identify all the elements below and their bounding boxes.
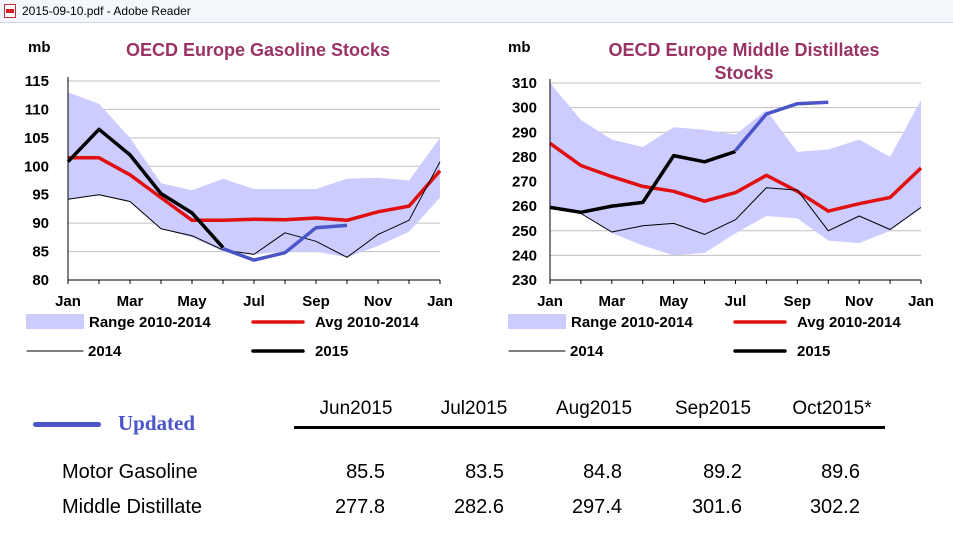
column-header: Aug2015	[555, 398, 633, 419]
x-tick-label: Nov	[845, 293, 874, 310]
y-tick-label: 95	[32, 187, 49, 204]
y-tick-label: 270	[512, 174, 537, 191]
y-tick-label: 250	[512, 223, 537, 240]
y-tick-label: 300	[512, 100, 537, 117]
x-tick-label: May	[177, 293, 207, 310]
chart-title: OECD Europe Gasoline Stocks	[126, 40, 390, 60]
table-cell: 277.8	[334, 496, 385, 518]
table-cell: 89.2	[703, 461, 742, 483]
y-tick-label: 230	[512, 272, 537, 289]
y-tick-label: 280	[512, 149, 537, 166]
series-line-avg-2010-2014	[68, 156, 442, 223]
pdf-file-icon	[4, 4, 16, 18]
series-line-2014	[549, 187, 922, 235]
table-cell: 83.5	[465, 461, 504, 483]
x-tick-label: Jan	[537, 293, 563, 310]
y-tick-label: 310	[512, 75, 537, 92]
window-title: 2015-09-10.pdf - Adobe Reader	[22, 4, 191, 18]
x-tick-label: May	[659, 293, 689, 310]
legend-label: Range 2010-2014	[89, 314, 211, 331]
y-tick-label: 240	[512, 247, 537, 264]
x-tick-label: Jan	[55, 293, 81, 310]
table-cell: 89.6	[821, 461, 860, 483]
range-band	[550, 83, 921, 256]
x-tick-label: Jan	[427, 293, 453, 310]
x-tick-label: Jan	[908, 293, 934, 310]
y-axis-unit-label: mb	[28, 39, 51, 56]
y-tick-label: 105	[24, 130, 49, 147]
x-tick-label: Jul	[243, 293, 265, 310]
range-band	[68, 92, 440, 258]
legend-label: Range 2010-2014	[571, 314, 693, 331]
series-line-2015	[549, 149, 737, 215]
table-cell: 302.2	[809, 496, 860, 518]
table-cell: 282.6	[453, 496, 504, 518]
x-tick-label: Mar	[117, 293, 144, 310]
y-tick-label: 110	[25, 101, 49, 118]
updated-legend-line	[33, 422, 101, 427]
chart-title: Stocks	[714, 63, 773, 83]
table-cell: 297.4	[571, 496, 622, 518]
legend-label: 2014	[88, 343, 122, 360]
y-tick-label: 85	[32, 244, 49, 261]
window-titlebar: 2015-09-10.pdf - Adobe Reader	[0, 0, 953, 23]
series-line-2014	[67, 161, 441, 258]
column-header: Jun2015	[319, 398, 393, 419]
x-tick-label: Jul	[725, 293, 747, 310]
column-header: Oct2015*	[792, 398, 872, 419]
series-line-updated	[222, 223, 348, 262]
legend-swatch	[508, 314, 566, 329]
table-header-rule	[294, 426, 885, 429]
y-axis-unit-label: mb	[508, 39, 531, 56]
chart-gasoline: OECD Europe Gasoline Stocks mb 80 85 90 95 100…	[24, 39, 453, 360]
y-tick-label: 100	[24, 158, 49, 175]
charts-canvas: OECD Europe Gasoline Stocks mb 80 85 90 95 100…	[24, 39, 934, 360]
y-tick-label: 115	[25, 73, 49, 90]
x-tick-label: Mar	[598, 293, 625, 310]
row-label-motor-gasoline: Motor Gasoline	[62, 461, 198, 483]
x-tick-label: Nov	[364, 293, 393, 310]
table-cell: 84.8	[583, 461, 622, 483]
updated-legend-label: Updated	[118, 411, 196, 435]
y-tick-label: 90	[32, 215, 49, 232]
y-tick-label: 290	[512, 124, 537, 141]
series-line-2015	[66, 127, 225, 249]
y-tick-label: 260	[512, 198, 537, 215]
legend-label: Avg 2010-2014	[797, 314, 901, 331]
legend-label: 2015	[797, 343, 830, 360]
legend-label: 2015	[315, 343, 348, 360]
legend-label: 2014	[570, 343, 604, 360]
legend-swatch	[26, 314, 84, 329]
column-header: Sep2015	[674, 398, 752, 419]
series-line-updated	[734, 100, 829, 152]
chart-title: OECD Europe Middle Distillates	[608, 40, 879, 60]
table-cell: 85.5	[346, 461, 385, 483]
y-tick-label: 80	[32, 272, 49, 289]
chart-middle-distillates: OECD Europe Middle Distillates Stocks mb 23…	[508, 39, 934, 360]
x-tick-label: Sep	[302, 293, 330, 310]
row-label-middle-distillate: Middle Distillate	[62, 496, 203, 518]
table-cell: 301.6	[691, 496, 742, 518]
x-tick-label: Sep	[784, 293, 812, 310]
legend-label: Avg 2010-2014	[315, 314, 419, 331]
series-line-avg-2010-2014	[548, 141, 923, 213]
column-header: Jul2015	[440, 398, 508, 419]
